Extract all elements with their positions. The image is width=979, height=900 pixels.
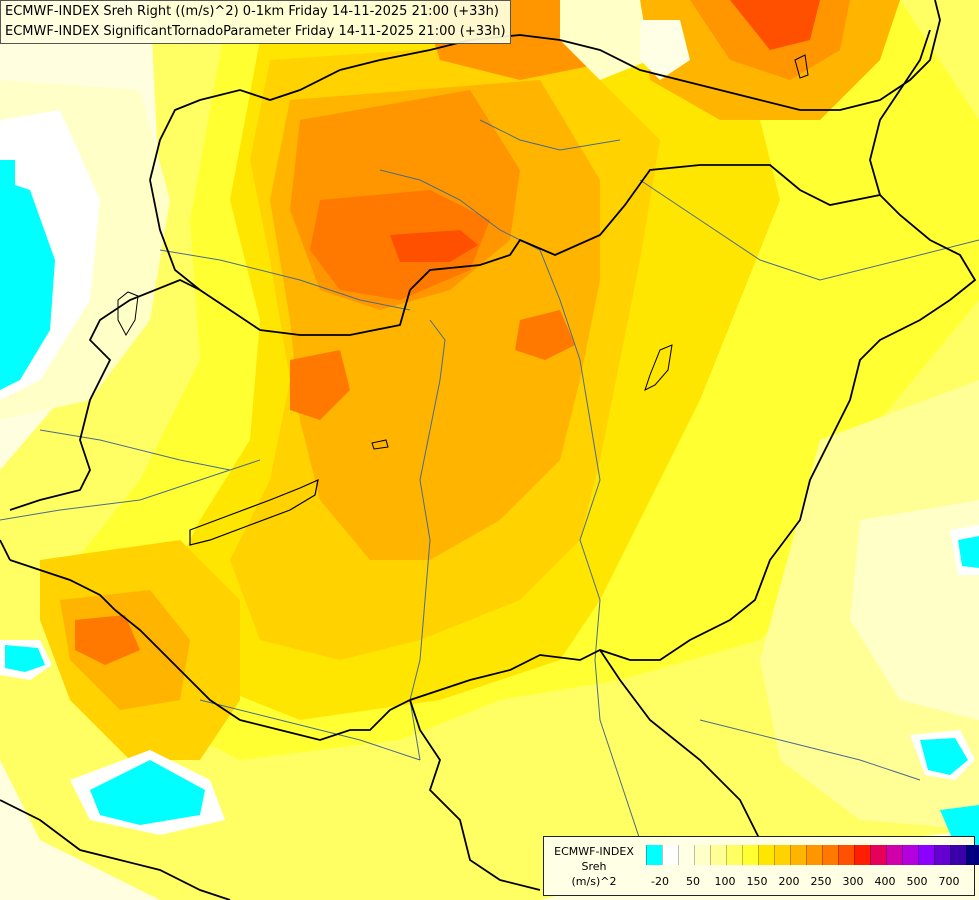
rivers <box>0 119 979 841</box>
legend-swatch <box>870 845 886 865</box>
legend-tick-label: 700 <box>938 875 960 888</box>
legend-swatch <box>934 845 950 865</box>
slovakia-border <box>149 0 941 181</box>
tisza-lake <box>644 344 673 391</box>
legend-tick-label: 150 <box>746 875 768 888</box>
legend-swatch <box>694 845 710 865</box>
legend-tick-label: 50 <box>686 875 700 888</box>
legend-swatch <box>710 845 726 865</box>
legend-swatch <box>726 845 742 865</box>
legend-tick-label: 200 <box>778 875 800 888</box>
legend-tick-label: 500 <box>906 875 928 888</box>
hungary-border <box>9 164 977 741</box>
map-title-line-2: ECMWF-INDEX SignificantTornadoParameter … <box>5 24 506 39</box>
small-lake <box>371 439 389 450</box>
legend-tick-label: 100 <box>714 875 736 888</box>
legend-swatch <box>966 845 979 865</box>
color-legend: ECMWF-INDEX Sreh (m/s)^2 -20 50 100 150 200 2… <box>543 836 979 896</box>
legend-swatch <box>646 845 662 865</box>
legend-tick-label: 400 <box>874 875 896 888</box>
austria-border <box>149 179 411 336</box>
legend-variable: Sreh <box>581 860 607 873</box>
legend-swatches <box>646 845 979 865</box>
north-lake <box>794 54 809 79</box>
legend-swatch <box>950 845 966 865</box>
legend-swatch <box>902 845 918 865</box>
legend-tick-label: 300 <box>842 875 864 888</box>
legend-tick-label: 250 <box>810 875 832 888</box>
neusiedl-lake <box>117 291 139 337</box>
legend-swatch <box>790 845 806 865</box>
legend-tick-label: -20 <box>651 875 669 888</box>
legend-swatch <box>678 845 694 865</box>
legend-swatch <box>854 845 870 865</box>
legend-swatch <box>774 845 790 865</box>
lake-balaton <box>189 478 319 546</box>
legend-swatch <box>742 845 758 865</box>
legend-swatch <box>662 845 678 865</box>
legend-title: ECMWF-INDEX <box>554 845 634 858</box>
map-title-box: ECMWF-INDEX Sreh Right ((m/s)^2) 0-1km F… <box>0 0 511 44</box>
legend-swatch <box>822 845 838 865</box>
legend-swatch <box>838 845 854 865</box>
legend-swatch <box>886 845 902 865</box>
legend-swatch <box>806 845 822 865</box>
ukraine-border <box>869 29 931 196</box>
serbia-border <box>409 699 541 891</box>
southwest-border <box>0 799 231 900</box>
map-title-line-1: ECMWF-INDEX Sreh Right ((m/s)^2) 0-1km F… <box>5 4 499 19</box>
legend-unit: (m/s)^2 <box>571 875 617 888</box>
legend-swatch <box>758 845 774 865</box>
legend-swatch <box>918 845 934 865</box>
